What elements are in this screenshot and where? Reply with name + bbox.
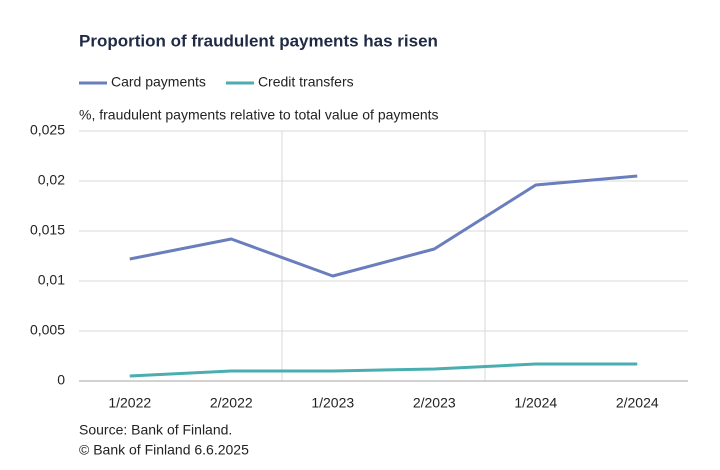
y-tick-label: 0 — [57, 372, 65, 388]
chart-subtitle: %, fraudulent payments relative to total… — [79, 107, 439, 123]
y-tick-label: 0,005 — [30, 322, 65, 338]
y-tick-label: 0,01 — [38, 272, 65, 288]
x-tick-label: 2/2023 — [413, 395, 456, 411]
y-tick-label: 0,02 — [38, 172, 65, 188]
y-tick-label: 0,025 — [30, 122, 65, 138]
line-series — [129, 362, 638, 378]
x-tick-label: 1/2024 — [514, 395, 557, 411]
chart-title: Proportion of fraudulent payments has ri… — [79, 31, 438, 50]
x-tick-label: 2/2024 — [616, 395, 659, 411]
x-tick-label: 1/2023 — [311, 395, 354, 411]
y-tick-label: 0,015 — [30, 222, 65, 238]
legend-label: Card payments — [111, 74, 206, 90]
x-tick-label: 1/2022 — [108, 395, 151, 411]
legend-label: Credit transfers — [258, 74, 354, 90]
x-tick-label: 2/2022 — [210, 395, 253, 411]
copyright: © Bank of Finland 6.6.2025 — [79, 442, 249, 458]
source: Source: Bank of Finland. — [79, 422, 232, 438]
line-series — [129, 174, 638, 278]
